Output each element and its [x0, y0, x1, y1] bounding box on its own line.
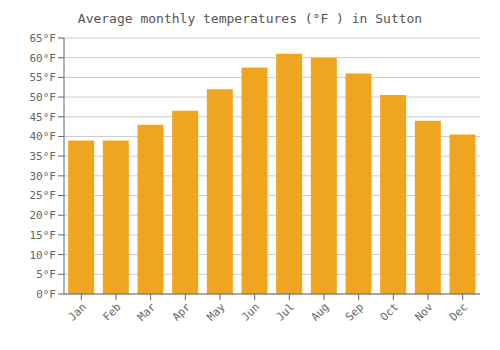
html-text:Average monthly temperatures (: Average monthly temperatures (°F ) in Su…	[77, 11, 423, 26]
svg-text:Dec: Dec	[447, 300, 470, 323]
svg-text:Oct: Oct	[378, 300, 401, 323]
svg-text:Jan: Jan	[66, 300, 89, 323]
svg-text:15°F: 15°F	[30, 229, 57, 242]
svg-text:Feb: Feb	[100, 300, 123, 323]
svg-text:30°F: 30°F	[30, 170, 57, 183]
svg-text:10°F: 10°F	[30, 249, 57, 262]
svg-text:20°F: 20°F	[30, 209, 57, 222]
svg-text:May: May	[204, 300, 228, 324]
svg-text:Apr: Apr	[170, 300, 194, 324]
svg-text:45°F: 45°F	[30, 111, 57, 124]
svg-text:55°F: 55°F	[30, 71, 57, 84]
svg-text:Jun: Jun	[239, 300, 262, 323]
svg-text:60°F: 60°F	[30, 52, 57, 65]
svg-text:Mar: Mar	[135, 300, 159, 324]
svg-text:65°F: 65°F	[30, 32, 57, 45]
svg-text:Aug: Aug	[308, 300, 331, 323]
svg-text:50°F: 50°F	[30, 91, 57, 104]
svg-text:0°F: 0°F	[36, 288, 56, 301]
svg-text:35°F: 35°F	[30, 150, 57, 163]
svg-text:25°F: 25°F	[30, 189, 57, 202]
svg-text:Nov: Nov	[412, 300, 436, 324]
svg-text:40°F: 40°F	[30, 130, 57, 143]
svg-text:Sep: Sep	[343, 300, 366, 323]
svg-text:Jul: Jul	[274, 300, 297, 323]
svg-text:5°F: 5°F	[36, 268, 56, 281]
